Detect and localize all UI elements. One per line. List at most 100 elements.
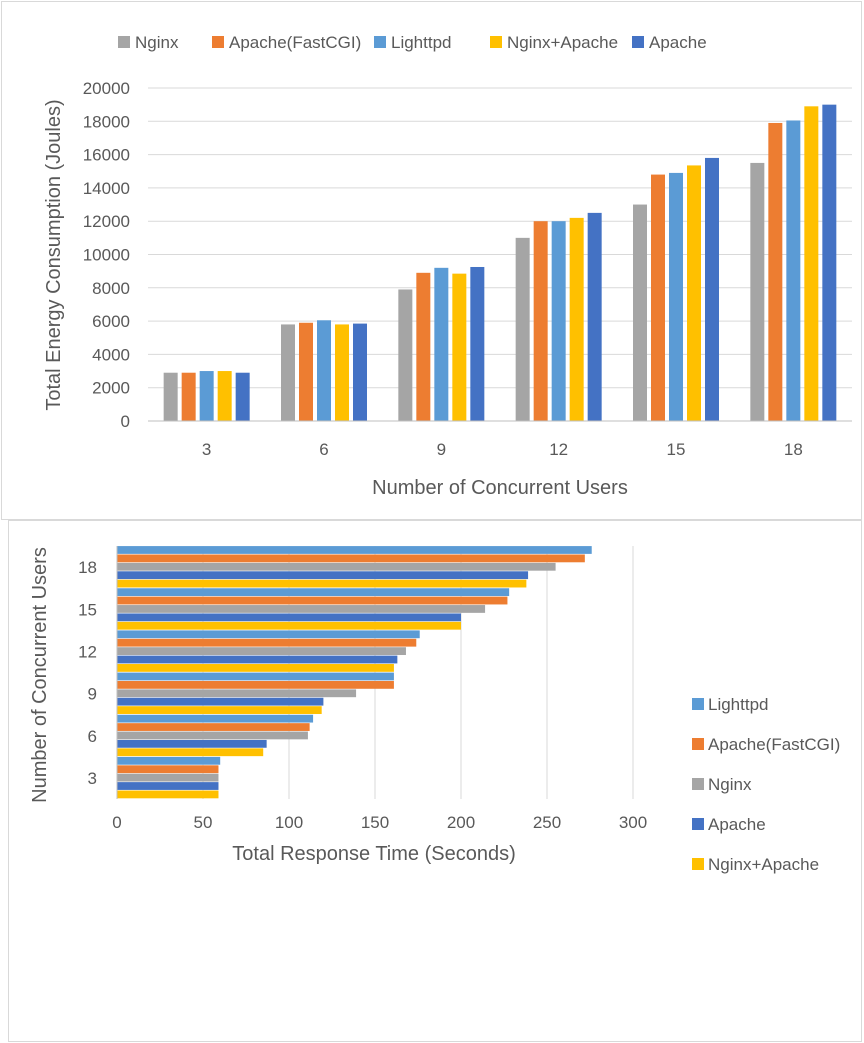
bar-nginx-apache-3 <box>117 790 219 799</box>
bar-nginx-apache-12 <box>569 217 584 421</box>
bar-apache-fastcgi--6 <box>299 322 313 421</box>
bar-lighttpd-18 <box>117 546 592 554</box>
y-tick-label: 3 <box>88 769 97 788</box>
bar-nginx-18 <box>750 162 765 422</box>
chart-frame <box>8 520 862 1042</box>
y-tick-label: 15 <box>78 600 97 619</box>
bar-apache-fastcgi--3 <box>117 765 219 774</box>
y-tick-label: 18000 <box>83 112 130 131</box>
legend-label: Nginx <box>708 775 752 794</box>
x-tick-label: 0 <box>112 813 121 832</box>
y-tick-label: 20000 <box>83 79 130 98</box>
bar-apache-15 <box>117 613 461 622</box>
y-tick-label: 0 <box>121 412 130 431</box>
y-tick-label: 10000 <box>83 246 130 265</box>
bar-nginx-apache-12 <box>117 664 394 672</box>
bar-nginx-9 <box>117 689 357 698</box>
bar-apache-fastcgi--15 <box>651 174 665 421</box>
bar-nginx-apache-3 <box>217 371 232 421</box>
bar-nginx-15 <box>117 605 486 613</box>
y-tick-label: 14000 <box>83 179 130 198</box>
legend-label: Apache <box>708 815 766 834</box>
legend-label: Apache(FastCGI) <box>229 33 361 52</box>
x-tick-label: 100 <box>275 813 303 832</box>
x-tick-label: 15 <box>667 440 686 459</box>
bar-lighttpd-3 <box>199 371 214 421</box>
legend-label: Apache(FastCGI) <box>708 735 840 754</box>
legend-label: Lighttpd <box>391 33 452 52</box>
bar-lighttpd-9 <box>434 267 449 421</box>
bar-nginx-12 <box>515 237 530 421</box>
bar-lighttpd-6 <box>317 320 331 421</box>
bar-apache-18 <box>117 571 529 580</box>
legend-label: Apache <box>649 33 707 52</box>
energy-consumption-chart: 0 2000 4000 6000 8000 10000 12000 14000 16000 180… <box>1 1 862 520</box>
y-tick-label: 18 <box>78 558 97 577</box>
y-tick-label: 4000 <box>92 345 130 364</box>
x-tick-label: 200 <box>447 813 475 832</box>
bar-lighttpd-15 <box>669 172 683 421</box>
y-tick-label: 6 <box>88 727 97 746</box>
legend-swatch <box>490 36 502 48</box>
bar-nginx-3 <box>117 773 219 782</box>
legend-swatch <box>632 36 644 48</box>
x-tick-label: 9 <box>437 440 446 459</box>
y-tick-label: 8000 <box>92 279 130 298</box>
x-tick-label: 18 <box>784 440 803 459</box>
y-tick-label: 9 <box>88 685 97 704</box>
x-axis-title: Number of Concurrent Users <box>372 477 628 499</box>
bar-apache-fastcgi--9 <box>416 272 431 421</box>
bar-lighttpd-18 <box>786 120 801 421</box>
bar-nginx-apache-9 <box>452 273 467 421</box>
x-tick-label: 50 <box>194 813 213 832</box>
response-time-chart: 0 50 100 150 200 250 300 3 6 9 12 15 18 Total Respons… <box>8 520 862 1042</box>
bar-apache-6 <box>353 323 367 421</box>
legend-swatch <box>692 778 704 790</box>
bar-lighttpd-3 <box>117 756 221 765</box>
bar-nginx-6 <box>117 731 308 740</box>
legend-swatch <box>118 36 130 48</box>
bar-apache-3 <box>117 782 219 790</box>
x-axis-title: Total Response Time (Seconds) <box>232 843 515 865</box>
bar-nginx-12 <box>117 647 406 656</box>
y-axis-title: Number of Concurrent Users <box>29 547 51 803</box>
y-tick-label: 16000 <box>83 146 130 165</box>
bar-nginx-apache-15 <box>117 621 461 630</box>
legend-swatch <box>692 818 704 830</box>
bar-apache-9 <box>470 266 485 421</box>
bar-nginx-apache-6 <box>117 748 264 757</box>
legend-label: Nginx+Apache <box>708 855 819 874</box>
bar-apache-fastcgi--12 <box>117 638 417 647</box>
bar-apache-12 <box>587 212 602 421</box>
legend-swatch <box>212 36 224 48</box>
x-tick-label: 150 <box>361 813 389 832</box>
legend-swatch <box>692 698 704 710</box>
legend-label: Nginx <box>135 33 179 52</box>
x-tick-label: 12 <box>549 440 568 459</box>
bar-apache-fastcgi--12 <box>533 221 548 421</box>
legend-label: Lighttpd <box>708 695 769 714</box>
y-axis-title: Total Energy Consumption (Joules) <box>43 99 65 410</box>
bar-nginx-apache-18 <box>804 106 819 421</box>
bar-apache-12 <box>117 655 398 664</box>
x-tick-label: 250 <box>533 813 561 832</box>
y-tick-label: 12 <box>78 642 97 661</box>
x-tick-label: 300 <box>619 813 647 832</box>
bar-nginx-apache-18 <box>117 579 527 588</box>
bar-nginx-apache-15 <box>687 165 701 421</box>
legend-swatch <box>692 738 704 750</box>
bar-apache-18 <box>822 104 837 422</box>
bar-apache-fastcgi--15 <box>117 596 508 605</box>
bar-lighttpd-15 <box>117 588 510 597</box>
bar-nginx-apache-9 <box>117 706 322 714</box>
bar-nginx-15 <box>633 204 647 421</box>
bar-lighttpd-9 <box>117 672 394 681</box>
bar-apache-fastcgi--18 <box>117 554 585 563</box>
bar-lighttpd-12 <box>117 630 420 639</box>
bar-apache-6 <box>117 739 267 748</box>
y-tick-label: 6000 <box>92 312 130 331</box>
bar-apache-15 <box>705 157 719 421</box>
bar-apache-9 <box>117 697 324 706</box>
bar-apache-fastcgi--18 <box>768 122 783 421</box>
bar-nginx-apache-6 <box>335 324 349 421</box>
